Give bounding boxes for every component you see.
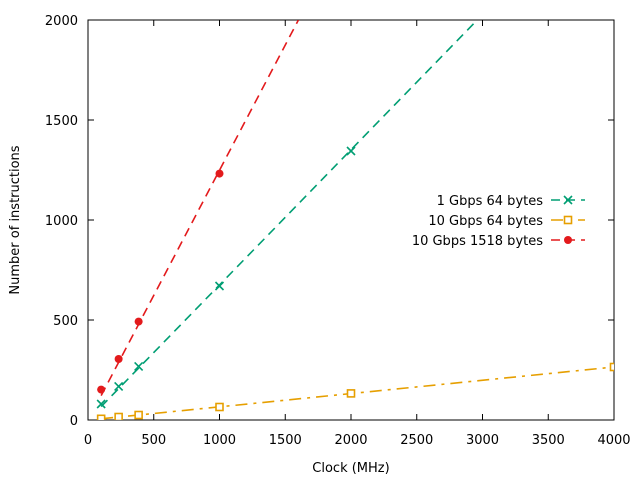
data-point	[346, 389, 356, 398]
y-axis-label: Number of instructions	[8, 145, 23, 294]
data-point	[346, 146, 356, 156]
series-layer	[96, 20, 614, 420]
legend-label: 10 Gbps 1518 bytes	[412, 234, 543, 249]
data-point	[96, 399, 106, 409]
x-tick-label: 2000	[334, 433, 367, 448]
data-point	[215, 402, 224, 412]
marker-stroke	[114, 381, 124, 391]
data-point	[134, 317, 143, 326]
y-tick-label: 2000	[45, 14, 78, 29]
x-tick-label: 2500	[400, 433, 433, 448]
data-point	[609, 362, 614, 372]
data-point	[114, 355, 123, 363]
data-point	[134, 361, 144, 371]
x-tick-label: 3000	[466, 433, 499, 448]
legend-marker	[563, 195, 573, 205]
data-point	[114, 381, 124, 391]
marker-stroke	[346, 146, 356, 156]
axis-ticks: 0 500 1000 1500 2000 2500 3000 3500 4000 0 500 1000…	[45, 14, 631, 448]
data-point	[97, 385, 106, 394]
series-line	[100, 20, 300, 396]
y-tick-label: 0	[70, 414, 78, 429]
x-tick-label: 0	[84, 433, 92, 448]
legend: 1 Gbps 64 bytes 10 Gbps 64 bytes 10 Gbps 1…	[412, 194, 585, 249]
x-tick-label: 4000	[597, 433, 630, 448]
legend-marker	[564, 236, 572, 244]
series-1	[96, 20, 478, 409]
series-3	[97, 20, 300, 396]
y-tick-label: 500	[53, 314, 78, 329]
x-tick-label: 1500	[269, 433, 302, 448]
data-point	[96, 414, 106, 420]
data-point	[134, 410, 143, 420]
marker-stroke	[214, 281, 225, 291]
y-tick-label: 1000	[45, 214, 78, 229]
legend-label: 1 Gbps 64 bytes	[437, 194, 544, 209]
x-tick-label: 500	[141, 433, 166, 448]
marker-stroke	[563, 195, 573, 205]
data-point	[114, 412, 123, 420]
x-tick-label: 3500	[532, 433, 565, 448]
series-2	[96, 362, 614, 420]
data-point	[214, 281, 225, 291]
x-tick-label: 1000	[203, 433, 236, 448]
x-axis-label: Clock (MHz)	[312, 461, 389, 476]
data-point	[215, 169, 224, 178]
marker-stroke	[96, 399, 106, 409]
marker-stroke	[134, 361, 144, 371]
legend-label: 10 Gbps 64 bytes	[428, 214, 543, 229]
y-tick-label: 1500	[45, 114, 78, 129]
series-line	[101, 366, 614, 420]
legend-marker	[563, 215, 573, 225]
